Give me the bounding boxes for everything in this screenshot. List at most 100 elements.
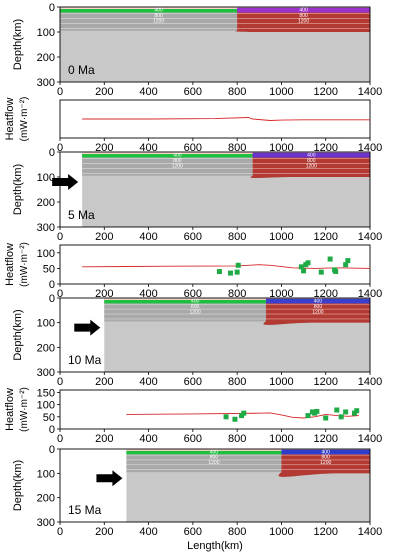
age-label: 0 Ma xyxy=(68,63,95,77)
x-tick-label: 400 xyxy=(139,142,157,154)
x-tick-label: 400 xyxy=(139,231,157,243)
y-tick-label: 50 xyxy=(43,263,55,275)
y-tick-label: 300 xyxy=(37,222,55,234)
x-tick-label: 0 xyxy=(57,288,63,300)
isotherm-label: 1200 xyxy=(320,460,331,466)
y-tick-label: 100 xyxy=(37,400,55,412)
x-tick-label: 1000 xyxy=(269,231,293,243)
y-tick-label: 0 xyxy=(49,147,55,159)
observed-heatflow-point xyxy=(301,268,307,274)
isotherm-label: 400 xyxy=(322,449,331,455)
model-heatflow-line xyxy=(82,264,371,269)
x-tick-label: 600 xyxy=(184,433,202,445)
observed-heatflow-point xyxy=(343,409,349,415)
y-tick-label: 0 xyxy=(49,424,55,436)
x-tick-label: 0 xyxy=(57,142,63,154)
x-tick-label: 200 xyxy=(95,231,113,243)
lithosphere-left xyxy=(60,7,238,31)
isotherm-label: 400 xyxy=(191,298,200,304)
x-tick-label: 1200 xyxy=(313,231,337,243)
observed-heatflow-point xyxy=(323,415,329,421)
y-axis-unit: (mW·m⁻²) xyxy=(19,97,30,142)
observed-heatflow-point xyxy=(234,269,240,275)
age-label: 10 Ma xyxy=(68,353,102,367)
x-tick-label: 1000 xyxy=(269,86,293,98)
x-tick-label: 1400 xyxy=(358,142,382,154)
observed-heatflow-point xyxy=(216,269,222,275)
x-tick-label: 1400 xyxy=(358,231,382,243)
observed-heatflow-point xyxy=(305,260,311,266)
x-tick-label: 600 xyxy=(184,526,202,538)
push-arrow-icon xyxy=(52,174,79,190)
x-tick-label: 1000 xyxy=(269,376,293,388)
crust-right xyxy=(281,449,370,455)
observed-heatflow-point xyxy=(318,269,324,275)
isotherm-label: 1200 xyxy=(298,19,309,25)
y-tick-label: 50 xyxy=(43,412,55,424)
isotherm-label: 1200 xyxy=(306,164,317,170)
observed-heatflow-point xyxy=(338,414,344,420)
panel-frame xyxy=(59,151,371,228)
y-axis-unit: (mW·m⁻²) xyxy=(19,242,30,287)
lithosphere-right xyxy=(263,298,370,325)
heatflow-0: Heatflow (mW·m⁻²) 0 200 400 600 800 1000 1200 140… xyxy=(4,97,382,154)
isotherm-label: 400 xyxy=(307,153,316,159)
x-tick-label: 600 xyxy=(184,231,202,243)
x-tick-label: 200 xyxy=(95,288,113,300)
isotherm-label: 800 xyxy=(299,13,308,19)
y-tick-label: 100 xyxy=(37,248,55,260)
observed-heatflow-point xyxy=(327,256,333,262)
y-tick-label: 0 xyxy=(49,444,55,456)
y-tick-label: 300 xyxy=(37,77,55,89)
observed-heatflow-point xyxy=(305,413,311,419)
lithosphere-left xyxy=(82,152,253,176)
x-tick-label: 600 xyxy=(184,288,202,300)
observed-heatflow-point xyxy=(334,407,340,413)
push-arrow-icon xyxy=(96,470,123,487)
x-tick-label: 200 xyxy=(95,433,113,445)
lithosphere-left xyxy=(104,298,266,322)
isotherm-label: 800 xyxy=(191,304,200,310)
x-tick-label: 600 xyxy=(184,86,202,98)
sediment-strip xyxy=(126,449,370,451)
x-tick-label: 200 xyxy=(95,376,113,388)
isotherm-label: 400 xyxy=(314,298,323,304)
observed-heatflow-point xyxy=(333,269,339,275)
x-tick-label: 600 xyxy=(184,142,202,154)
x-tick-label: 200 xyxy=(95,86,113,98)
crust-left xyxy=(126,450,282,455)
panel-frame xyxy=(59,389,371,430)
y-axis-label: Heatflow xyxy=(4,243,16,286)
crust-right xyxy=(265,298,370,304)
x-tick-label: 1200 xyxy=(313,288,337,300)
x-tick-label: 1000 xyxy=(269,526,293,538)
x-tick-label: 400 xyxy=(139,433,157,445)
x-tick-label: 1200 xyxy=(313,142,337,154)
observed-heatflow-point xyxy=(298,264,304,270)
observed-heatflow-point xyxy=(343,262,349,268)
y-axis-label: Depth(km) xyxy=(12,164,24,215)
panel-frame xyxy=(59,6,371,83)
panel-frame xyxy=(59,297,371,373)
x-tick-label: 1200 xyxy=(313,433,337,445)
x-tick-label: 800 xyxy=(228,433,246,445)
sediment-strip xyxy=(82,152,371,154)
y-tick-label: 100 xyxy=(37,468,55,480)
push-arrow-icon xyxy=(74,319,101,336)
x-tick-label: 400 xyxy=(139,288,157,300)
x-tick-label: 0 xyxy=(57,231,63,243)
panel-frame xyxy=(59,244,371,285)
x-axis-label: Length(km) xyxy=(187,540,243,552)
isotherm-label: 1200 xyxy=(208,460,219,466)
y-axis-unit: (mW·m⁻²) xyxy=(19,387,30,432)
isotherm-label: 1200 xyxy=(172,164,183,170)
sediment-strip xyxy=(104,298,371,300)
x-tick-label: 0 xyxy=(57,526,63,538)
isotherm-label: 400 xyxy=(299,8,308,14)
y-tick-label: 300 xyxy=(37,517,55,529)
